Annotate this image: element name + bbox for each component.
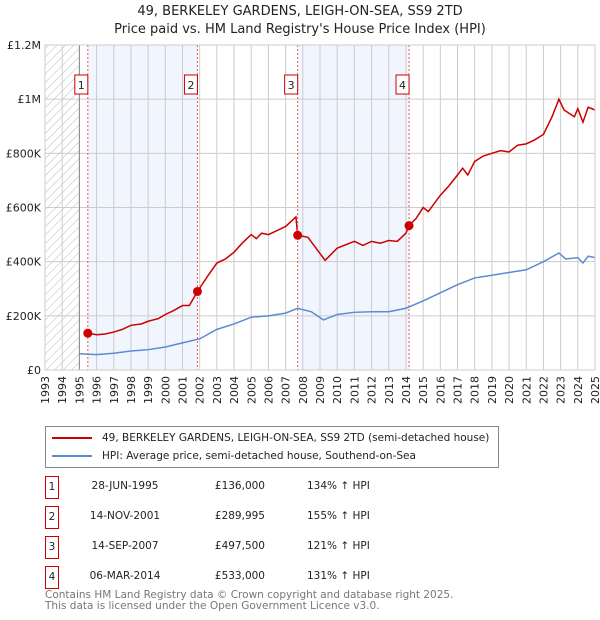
x-tick-label: 2021 xyxy=(520,376,533,404)
x-tick-label: 2014 xyxy=(400,376,413,404)
y-tick-label: £0 xyxy=(27,364,41,377)
x-tick-label: 2018 xyxy=(469,376,482,404)
chart-plot: 1993 1994 1995 1996 1997 1998 1999 2000 2001 2002… xyxy=(6,39,600,404)
sale-price: £289,995 xyxy=(214,510,265,522)
x-tick-label: 2016 xyxy=(434,376,447,404)
x-tick-label: 2019 xyxy=(486,376,499,404)
sale-point xyxy=(404,221,414,231)
sale-row: 4 06-MAR-2014 £533,000 131% ↑ HPI xyxy=(45,566,545,589)
footer-licence: This data is licensed under the Open Gov… xyxy=(45,600,380,612)
sale-point xyxy=(83,328,93,338)
sale-marker-box xyxy=(183,74,198,95)
x-tick-label: 2011 xyxy=(348,376,361,404)
x-tick-label: 1994 xyxy=(56,376,69,404)
sale-date: 14-NOV-2001 xyxy=(89,510,161,522)
sale-number: 4 xyxy=(45,566,59,589)
sale-price: £136,000 xyxy=(214,480,265,492)
x-tick-label: 2002 xyxy=(194,376,207,404)
x-tick-label: 2001 xyxy=(177,376,190,404)
sale-number: 2 xyxy=(45,506,59,529)
sale-marker-label: 1 xyxy=(78,79,85,92)
x-tick-label: 2009 xyxy=(314,376,327,404)
legend-item-hpi: HPI: Average price, semi-detached house,… xyxy=(52,450,416,462)
sale-row: 3 14-SEP-2007 £497,500 121% ↑ HPI xyxy=(45,536,545,559)
x-tick-label: 2015 xyxy=(417,376,430,404)
sale-marker-box xyxy=(284,74,299,95)
sale-date: 28-JUN-1995 xyxy=(91,480,159,492)
y-tick-label: £800K xyxy=(6,147,42,160)
y-tick-label: £400K xyxy=(6,256,42,269)
x-tick-label: 2022 xyxy=(537,376,550,404)
sale-point xyxy=(192,286,202,296)
sale-price: £497,500 xyxy=(214,540,265,552)
sale-hpi-change: 131% ↑ HPI xyxy=(307,570,370,582)
sale-number: 3 xyxy=(45,536,59,559)
sale-marker-box xyxy=(395,74,410,95)
sale-number: 1 xyxy=(45,476,59,499)
sale-hpi-change: 134% ↑ HPI xyxy=(307,480,370,492)
x-tick-label: 2013 xyxy=(383,376,396,404)
x-tick-label: 2010 xyxy=(331,376,344,404)
x-tick-label: 2017 xyxy=(452,376,465,404)
legend-item-property: 49, BERKELEY GARDENS, LEIGH-ON-SEA, SS9 … xyxy=(52,432,489,444)
sale-date: 06-MAR-2014 xyxy=(89,570,161,582)
chart-title: 49, BERKELEY GARDENS, LEIGH-ON-SEA, SS9 … xyxy=(137,4,463,19)
sale-date: 14-SEP-2007 xyxy=(91,540,159,552)
x-tick-label: 2025 xyxy=(589,376,600,404)
property-price-line xyxy=(87,97,596,336)
y-tick-label: £1.2M xyxy=(7,39,41,52)
legend-swatch-red xyxy=(52,437,92,439)
x-tick-label: 2005 xyxy=(245,376,258,404)
sale-hpi-change: 155% ↑ HPI xyxy=(307,510,370,522)
sale-marker-label: 3 xyxy=(288,79,295,92)
sale-hpi-change: 121% ↑ HPI xyxy=(307,540,370,552)
sale-row: 2 14-NOV-2001 £289,995 155% ↑ HPI xyxy=(45,506,545,529)
legend-label: HPI: Average price, semi-detached house,… xyxy=(102,450,416,462)
x-tick-label: 2020 xyxy=(503,376,516,404)
x-tick-label: 1999 xyxy=(142,376,155,404)
hpi-line xyxy=(79,252,596,356)
x-tick-label: 2012 xyxy=(366,376,379,404)
sale-marker-label: 2 xyxy=(187,79,194,92)
x-tick-label: 1998 xyxy=(125,376,138,404)
x-tick-label: 2007 xyxy=(280,376,293,404)
legend-label: 49, BERKELEY GARDENS, LEIGH-ON-SEA, SS9 … xyxy=(102,432,490,444)
sale-marker-label: 4 xyxy=(399,79,406,92)
y-tick-label: £200K xyxy=(6,310,42,323)
footer-copyright: Contains HM Land Registry data © Crown c… xyxy=(45,589,454,601)
sale-point xyxy=(293,230,303,240)
x-tick-label: 2024 xyxy=(572,376,585,404)
sale-marker-box xyxy=(74,74,89,95)
y-tick-label: £1M xyxy=(18,93,42,106)
x-tick-label: 2008 xyxy=(297,376,310,404)
plot-border xyxy=(44,44,596,371)
x-tick-label: 1995 xyxy=(73,376,86,404)
x-tick-label: 2006 xyxy=(262,376,275,404)
sale-price: £533,000 xyxy=(214,570,265,582)
x-tick-label: 1997 xyxy=(108,376,121,404)
x-tick-label: 2003 xyxy=(211,376,224,404)
x-tick-label: 2004 xyxy=(228,376,241,404)
x-tick-label: 1993 xyxy=(39,376,52,404)
footer: Contains HM Land Registry data © Crown c… xyxy=(45,590,453,612)
sale-row: 1 28-JUN-1995 £136,000 134% ↑ HPI xyxy=(45,476,545,499)
x-tick-label: 1996 xyxy=(91,376,104,404)
x-tick-label: 2023 xyxy=(555,376,568,404)
y-tick-label: £600K xyxy=(6,202,42,215)
legend-swatch-blue xyxy=(52,455,92,457)
chart-subtitle: Price paid vs. HM Land Registry's House … xyxy=(114,22,486,37)
legend: 49, BERKELEY GARDENS, LEIGH-ON-SEA, SS9 … xyxy=(45,426,499,468)
x-tick-label: 2000 xyxy=(159,376,172,404)
